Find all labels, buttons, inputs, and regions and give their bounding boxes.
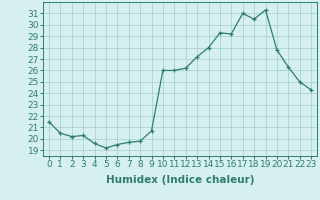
X-axis label: Humidex (Indice chaleur): Humidex (Indice chaleur) — [106, 175, 254, 185]
